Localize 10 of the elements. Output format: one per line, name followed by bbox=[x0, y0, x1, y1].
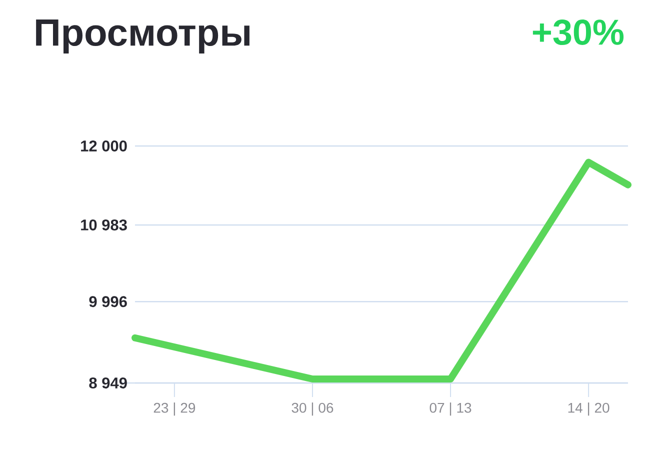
y-tick-label: 10 983 bbox=[81, 219, 127, 230]
x-tick-label: 07 | 13 bbox=[430, 402, 472, 416]
chart-title: Просмотры bbox=[36, 20, 250, 54]
x-tick-label: 23 | 29 bbox=[154, 402, 196, 416]
y-tick-label: 12 000 bbox=[81, 140, 127, 152]
y-tick-label: 9 996 bbox=[89, 296, 127, 308]
y-tick-label: 8 949 bbox=[89, 377, 127, 388]
x-tick-label: 30 | 06 bbox=[292, 402, 334, 416]
x-tick-label: 14 | 20 bbox=[568, 402, 610, 416]
text: +30% bbox=[532, 20, 624, 46]
